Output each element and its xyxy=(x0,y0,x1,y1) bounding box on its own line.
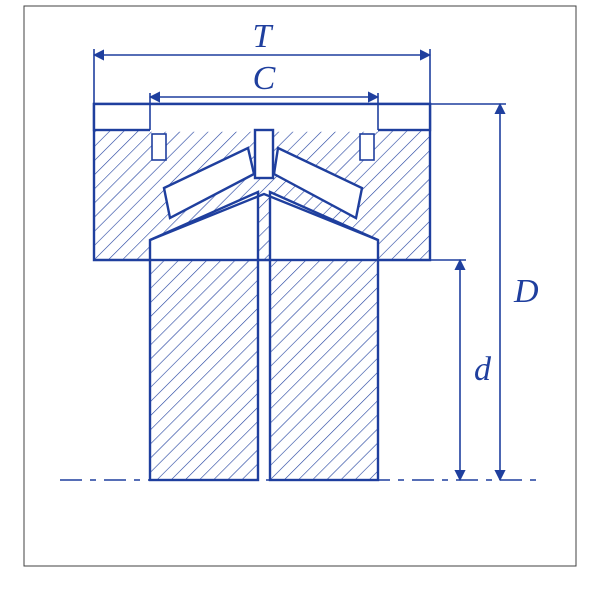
dim-T-label: T xyxy=(253,18,274,55)
dim-C-label: C xyxy=(253,60,276,97)
dim-d-label: d xyxy=(474,351,492,388)
dim-D-label: D xyxy=(513,273,539,310)
